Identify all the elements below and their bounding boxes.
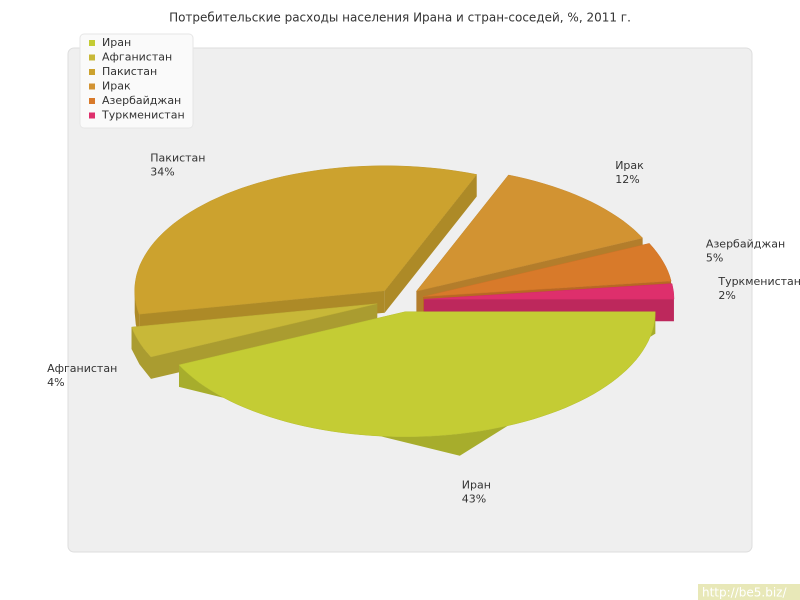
data-label-name: Афганистан: [47, 362, 117, 375]
slice: [178, 311, 656, 437]
watermark-bg: [698, 584, 800, 600]
data-label-value: 43%: [462, 492, 486, 505]
data-label-value: 34%: [150, 166, 174, 179]
slice-wall: [384, 174, 477, 313]
legend-label: Ирак: [102, 80, 131, 93]
data-label-name: Ирак: [615, 159, 644, 172]
watermark: http://be5.biz/: [702, 586, 787, 600]
slice: [134, 165, 478, 315]
data-label-name: Пакистан: [150, 152, 205, 165]
legend-swatch: [89, 54, 95, 61]
data-label-name: Туркменистан: [717, 275, 800, 288]
data-label-value: 4%: [47, 376, 64, 389]
data-label-value: 2%: [718, 289, 735, 302]
slice: [415, 174, 644, 292]
legend-label: Туркменистан: [101, 109, 185, 122]
legend-swatch: [89, 40, 95, 46]
legend-label: Афганистан: [102, 51, 172, 64]
data-label-value: 5%: [706, 251, 723, 264]
slice: [423, 283, 675, 300]
slice-side: [134, 290, 140, 337]
legend-swatch: [89, 83, 95, 90]
legend-label: Пакистан: [102, 65, 157, 78]
data-label-value: 12%: [615, 173, 639, 186]
legend-label: Иран: [102, 36, 131, 49]
slice: [422, 243, 672, 297]
plot-area: [67, 47, 753, 553]
legend-swatch: [89, 98, 95, 104]
slice: [131, 303, 378, 358]
legend-swatch: [89, 69, 95, 75]
slice-side: [131, 327, 151, 379]
legend-box: [79, 33, 194, 129]
chart-title: Потребительские расходы населения Ирана …: [169, 11, 631, 25]
legend-label: Азербайджан: [102, 94, 181, 107]
data-label-name: Иран: [462, 478, 491, 491]
data-label-name: Азербайджан: [706, 237, 785, 250]
legend-swatch: [89, 112, 95, 119]
